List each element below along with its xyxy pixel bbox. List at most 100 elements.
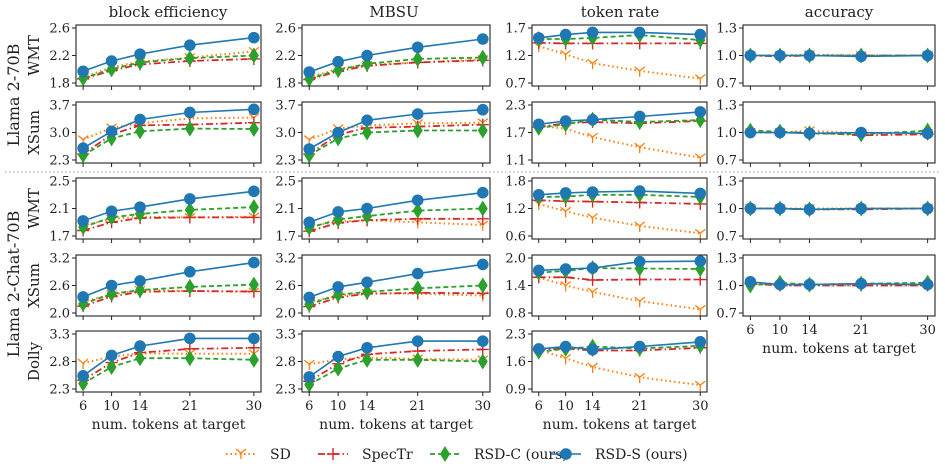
panel-frame	[75, 330, 262, 393]
series-rsd-c-ours	[304, 277, 488, 313]
marker-circle	[361, 114, 373, 127]
y-tick-label: 2.5	[275, 175, 296, 190]
y-tick-label: 2.3	[505, 328, 526, 343]
y-tick-label: 0.7	[505, 77, 526, 92]
marker-circle	[633, 185, 646, 197]
y-tick-label: 2.1	[275, 202, 296, 217]
legend-label: SpecTr	[362, 447, 413, 463]
panel: 0.7 1.0 1.3	[716, 99, 936, 169]
series-rsd-s-ours	[303, 33, 489, 78]
row-label: Dolly	[25, 341, 43, 381]
marker-circle	[586, 26, 599, 39]
series-line	[538, 344, 701, 353]
series-rsd-c-ours	[533, 186, 706, 206]
y-tick-label: 1.0	[716, 49, 737, 64]
series-rsd-c-ours	[533, 27, 706, 49]
panel: 2.0 2.6 3.2	[275, 252, 491, 322]
y-tick-label: 2.0	[505, 252, 526, 267]
panel-frame	[742, 24, 936, 87]
marker-circle	[633, 110, 646, 123]
marker-diamond	[184, 120, 195, 137]
y-tick-label: 2.6	[275, 279, 296, 294]
y-tick-label: 1.7	[49, 230, 70, 245]
series-rsd-s-ours	[532, 106, 707, 131]
marker-circle	[694, 255, 707, 268]
series-rsd-s-ours	[744, 276, 934, 291]
x-tick-label: 30	[919, 323, 936, 338]
marker-circle	[411, 267, 424, 280]
column-titles: block efficiency MBSU token rate accurac…	[109, 3, 874, 21]
y-tick-label: 0.7	[716, 230, 737, 245]
marker-tri-down	[634, 66, 646, 77]
x-axis-label: num. tokens at target	[762, 341, 916, 357]
marker-tri-down	[694, 228, 706, 240]
panel-frame	[531, 254, 708, 317]
marker-circle	[559, 115, 572, 127]
marker-diamond	[412, 351, 423, 368]
marker-diamond	[477, 353, 488, 370]
marker-circle	[303, 291, 316, 304]
y-tick-label: 2.3	[49, 154, 70, 169]
marker-diamond	[184, 50, 195, 67]
y-tick-label: 1.1	[505, 154, 526, 169]
marker-circle	[77, 65, 89, 78]
marker-circle	[586, 343, 599, 356]
marker-circle	[633, 26, 646, 39]
marker-circle	[694, 336, 707, 348]
panel-frame	[75, 24, 262, 87]
legend-label: RSD-C (ours)	[474, 447, 568, 463]
marker-circle	[855, 126, 867, 139]
panel-frame	[301, 254, 491, 317]
marker-diamond	[477, 277, 488, 294]
x-tick-label: 14	[584, 399, 601, 414]
panel-frame	[75, 177, 262, 240]
series-rsd-s-ours	[77, 31, 260, 78]
y-tick-label: 1.7	[505, 22, 526, 37]
marker-circle	[134, 48, 146, 60]
x-tick-label: 14	[132, 399, 149, 414]
marker-circle	[361, 202, 373, 215]
marker-circle	[105, 279, 118, 292]
marker-tri-down	[694, 74, 706, 85]
marker-circle	[532, 343, 545, 355]
marker-tri-down	[587, 287, 598, 298]
marker-circle	[411, 335, 424, 347]
marker-tri-down	[587, 362, 598, 373]
series-rsd-s-ours	[532, 336, 707, 356]
y-tick-label: 3.0	[49, 126, 70, 141]
marker-circle	[532, 264, 545, 277]
marker-circle	[744, 49, 757, 62]
marker-circle	[303, 216, 316, 229]
legend-entry: SD	[226, 447, 291, 463]
x-tick-label: 30	[474, 399, 491, 414]
panel: 0.7 1.0 1.3	[716, 175, 936, 245]
y-tick-label: 1.2	[505, 202, 526, 217]
marker-circle	[184, 39, 196, 51]
marker-circle	[774, 278, 786, 291]
x-tick-label: 10	[557, 399, 574, 414]
panel-frame	[531, 330, 708, 393]
marker-tri-down	[560, 206, 572, 218]
legend: SD SpecTr RSD-C (ours) RSD-S (ours)	[226, 446, 688, 463]
marker-circle	[559, 28, 572, 41]
series-rsd-s-ours	[303, 258, 489, 304]
marker-tri-down	[634, 221, 646, 232]
marker-circle	[532, 118, 545, 131]
series-sd	[303, 55, 489, 84]
panel: 2.3 2.8 3.3	[275, 328, 491, 398]
marker-circle	[411, 41, 424, 54]
marker-diamond	[362, 283, 373, 300]
y-tick-label: 2.3	[275, 154, 296, 169]
y-tick-label: 0.6	[505, 230, 526, 245]
column-title: block efficiency	[109, 3, 228, 21]
x-tick-label: 21	[182, 399, 199, 414]
y-tick-label: 1.3	[716, 99, 737, 114]
column-title: token rate	[581, 3, 660, 21]
series-rsd-s-ours	[303, 103, 489, 155]
marker-circle	[248, 332, 260, 345]
series-rsd-c-ours	[304, 122, 488, 164]
series-rsd-s-ours	[303, 186, 489, 229]
series-spectr	[303, 118, 489, 161]
marker-circle	[774, 126, 786, 139]
